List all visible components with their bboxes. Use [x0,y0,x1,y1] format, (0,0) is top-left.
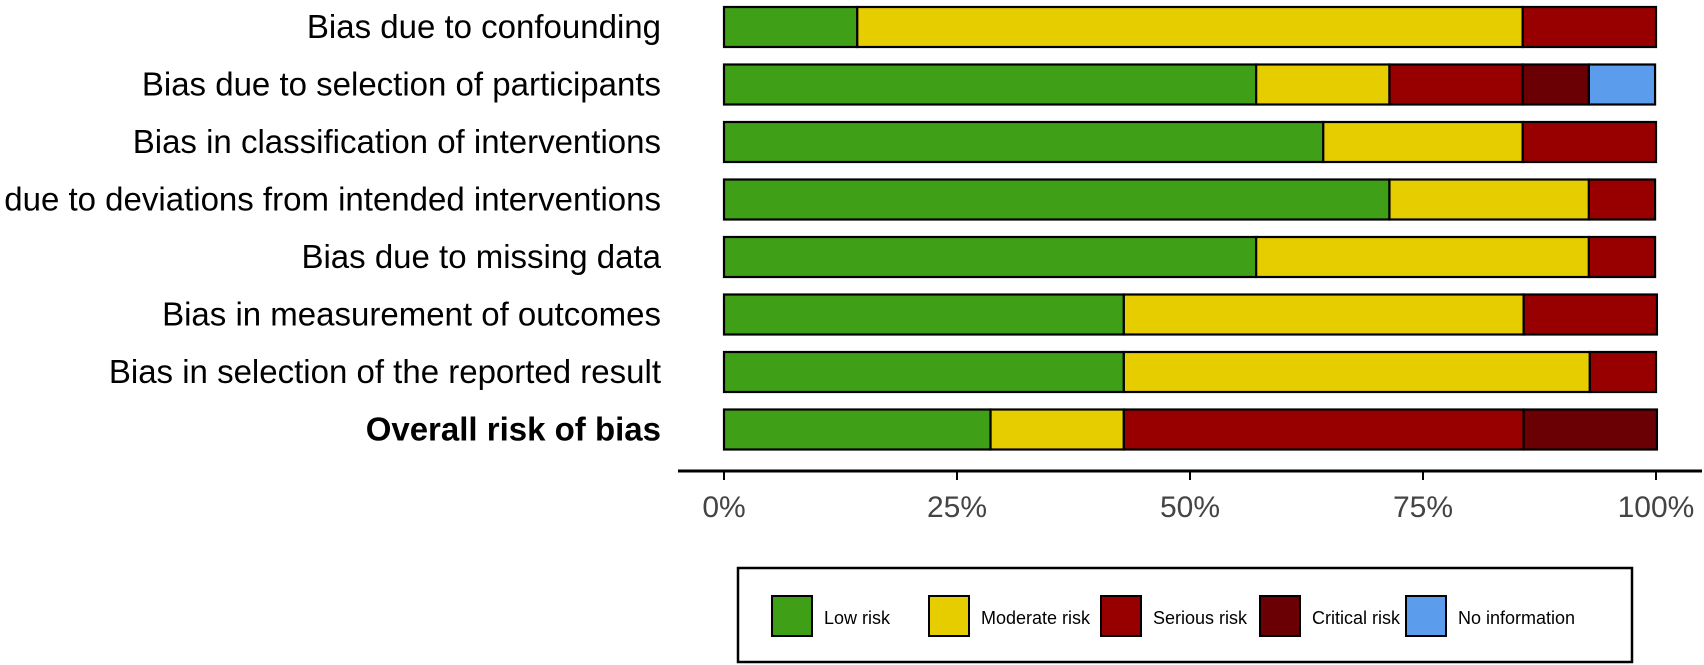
legend-swatch [1100,595,1142,637]
bar-segment [989,408,1125,451]
bar-segment [1255,63,1391,106]
bar-row [722,293,1659,336]
bar-segment [1521,120,1658,164]
x-tick-label: 100% [1618,491,1695,524]
bar-segment [1521,63,1590,106]
bar-row [722,5,1658,49]
legend-swatch [1259,595,1301,637]
bar-segment [722,178,1391,221]
category-label: Bias due to confounding [307,8,661,45]
bar-segment [1122,293,1525,336]
category-label: Bias due to deviations from intended int… [0,181,661,218]
legend-label: Low risk [824,608,891,628]
bar-row [722,120,1658,164]
bar-segment [722,120,1325,164]
legend-swatch [771,595,813,637]
bar-segment [856,5,1524,49]
legend: Low risk Moderate risk Serious risk Critica… [736,566,1634,664]
category-label: Bias due to missing data [301,238,661,275]
bar-segment [722,293,1125,336]
category-label: Bias in selection of the reported result [109,353,661,390]
category-label: Overall risk of bias [366,411,661,448]
bar-segment [1322,120,1524,164]
legend-label: No information [1458,608,1575,628]
legend-box [736,566,1634,664]
legend-item: Moderate risk [928,595,1091,637]
legend-label: Serious risk [1153,608,1248,628]
bar-segment [1521,5,1658,49]
category-label: Bias due to selection of participants [142,66,661,103]
bar-segment [1388,63,1524,106]
x-tick-label: 50% [1160,491,1220,524]
bars-layer [722,5,1659,451]
legend-item: Low risk [771,595,891,637]
bar-segment [722,350,1125,394]
bar-row [722,63,1657,106]
bar-segment [1588,350,1658,394]
bar-row [722,178,1657,221]
x-axis: 0% 25% 50% 75% 100% [678,469,1702,524]
legend-item: No information [1405,595,1575,637]
legend-item: Critical risk [1259,595,1401,637]
x-tick-label: 25% [927,491,987,524]
legend-item: Serious risk [1100,595,1248,637]
bar-row [722,235,1657,279]
bar-segment [1122,408,1525,451]
legend-label: Critical risk [1312,608,1401,628]
bar-segment [1587,63,1657,106]
bar-segment [1255,235,1590,279]
bar-segment [1587,235,1657,279]
bar-row [722,350,1658,394]
bar-segment [1522,293,1659,336]
bar-row [722,408,1659,451]
x-tick-label: 75% [1393,491,1453,524]
legend-label: Moderate risk [981,608,1091,628]
category-label: Bias in classification of interventions [133,123,661,160]
bar-segment [722,408,992,451]
legend-swatch [1405,595,1447,637]
bar-segment [722,235,1258,279]
bar-segment [1522,408,1659,451]
bar-segment [722,5,859,49]
legend-swatch [928,595,970,637]
category-labels: Bias due to confounding Bias due to selec… [0,8,662,448]
bar-segment [1388,178,1590,221]
bar-segment [1122,350,1591,394]
x-tick-label: 0% [702,491,745,524]
bar-segment [722,63,1258,106]
bar-segment [1587,178,1657,221]
category-label: Bias in measurement of outcomes [162,296,661,333]
